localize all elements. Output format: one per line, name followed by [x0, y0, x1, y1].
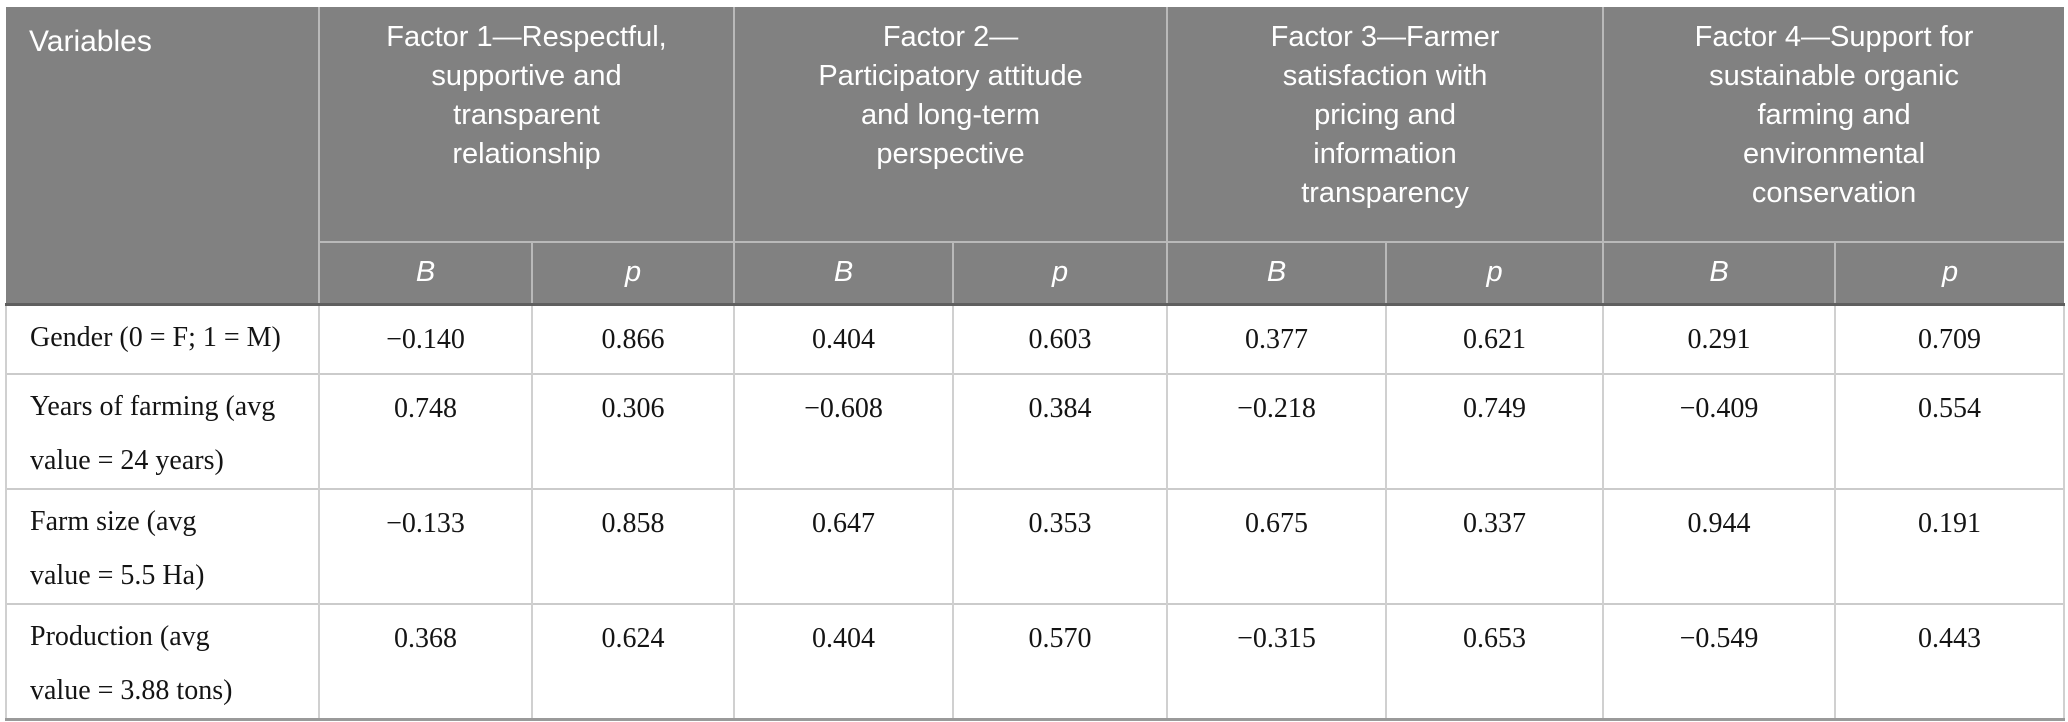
table-row-farm-size: Farm size (avg value = 5.5 Ha) −0.133 0.…	[5, 489, 2066, 604]
cell-value: 0.377	[1166, 302, 1388, 374]
cell-value: −0.549	[1602, 604, 1837, 720]
column-header-factor-2: Factor 2— Participatory attitude and lon…	[733, 7, 1168, 242]
cell-value: 0.404	[733, 302, 955, 374]
cell-value: 0.306	[530, 374, 736, 489]
cell-value: 0.748	[318, 374, 533, 489]
cell-value: 0.384	[952, 374, 1169, 489]
row-label: Farm size (avg value = 5.5 Ha)	[5, 489, 320, 604]
table-row-production: Production (avg value = 3.88 tons) 0.368…	[5, 604, 2066, 720]
cell-value: −0.133	[318, 489, 533, 604]
cell-value: 0.675	[1166, 489, 1388, 604]
regression-results-table: Variables Factor 1—Respectful, supportiv…	[5, 7, 2066, 721]
cell-value: 0.944	[1602, 489, 1837, 604]
table-row-gender: Gender (0 = F; 1 = M) −0.140 0.866 0.404…	[5, 302, 2066, 374]
row-label: Years of farming (avg value = 24 years)	[5, 374, 320, 489]
table-header: Variables Factor 1—Respectful, supportiv…	[6, 7, 2065, 304]
cell-value: 0.554	[1834, 374, 2066, 489]
column-header-factor-1: Factor 1—Respectful, supportive and tran…	[317, 7, 735, 242]
subheader-p-4: p	[1834, 241, 2065, 304]
column-header-factor-3: Factor 3—Farmer satisfaction with pricin…	[1166, 7, 1604, 242]
subheader-b-2: B	[733, 241, 954, 304]
cell-value: 0.603	[952, 302, 1169, 374]
factor-header-row: Variables Factor 1—Respectful, supportiv…	[6, 7, 2065, 304]
cell-value: −0.315	[1166, 604, 1388, 720]
subheader-p-1: p	[530, 241, 735, 304]
cell-value: −0.218	[1166, 374, 1388, 489]
cell-value: 0.653	[1385, 604, 1605, 720]
cell-value: 0.404	[733, 604, 955, 720]
table-row-years-of-farming: Years of farming (avg value = 24 years) …	[5, 374, 2066, 489]
subheader-p-3: p	[1385, 241, 1604, 304]
cell-value: −0.608	[733, 374, 955, 489]
subheader-b-3: B	[1166, 241, 1387, 304]
subheader-b-4: B	[1602, 241, 1836, 304]
row-label: Production (avg value = 3.88 tons)	[5, 604, 320, 720]
cell-value: 0.749	[1385, 374, 1605, 489]
row-label: Gender (0 = F; 1 = M)	[5, 302, 320, 374]
cell-value: 0.621	[1385, 302, 1605, 374]
cell-value: 0.858	[530, 489, 736, 604]
cell-value: 0.647	[733, 489, 955, 604]
cell-value: 0.291	[1602, 302, 1837, 374]
cell-value: 0.443	[1834, 604, 2066, 720]
column-header-variables: Variables	[6, 7, 320, 304]
cell-value: 0.624	[530, 604, 736, 720]
cell-value: 0.368	[318, 604, 533, 720]
table-body: Gender (0 = F; 1 = M) −0.140 0.866 0.404…	[5, 302, 2066, 720]
cell-value: 0.191	[1834, 489, 2066, 604]
cell-value: −0.140	[318, 302, 533, 374]
cell-value: 0.337	[1385, 489, 1605, 604]
subheader-p-2: p	[952, 241, 1168, 304]
cell-value: 0.709	[1834, 302, 2066, 374]
cell-value: 0.866	[530, 302, 736, 374]
cell-value: −0.409	[1602, 374, 1837, 489]
subheader-b-1: B	[318, 241, 532, 304]
stat-header-row: B p B p B p B p	[6, 241, 2065, 304]
cell-value: 0.570	[952, 604, 1169, 720]
cell-value: 0.353	[952, 489, 1169, 604]
column-header-factor-4: Factor 4—Support for sustainable organic…	[1602, 7, 2065, 242]
